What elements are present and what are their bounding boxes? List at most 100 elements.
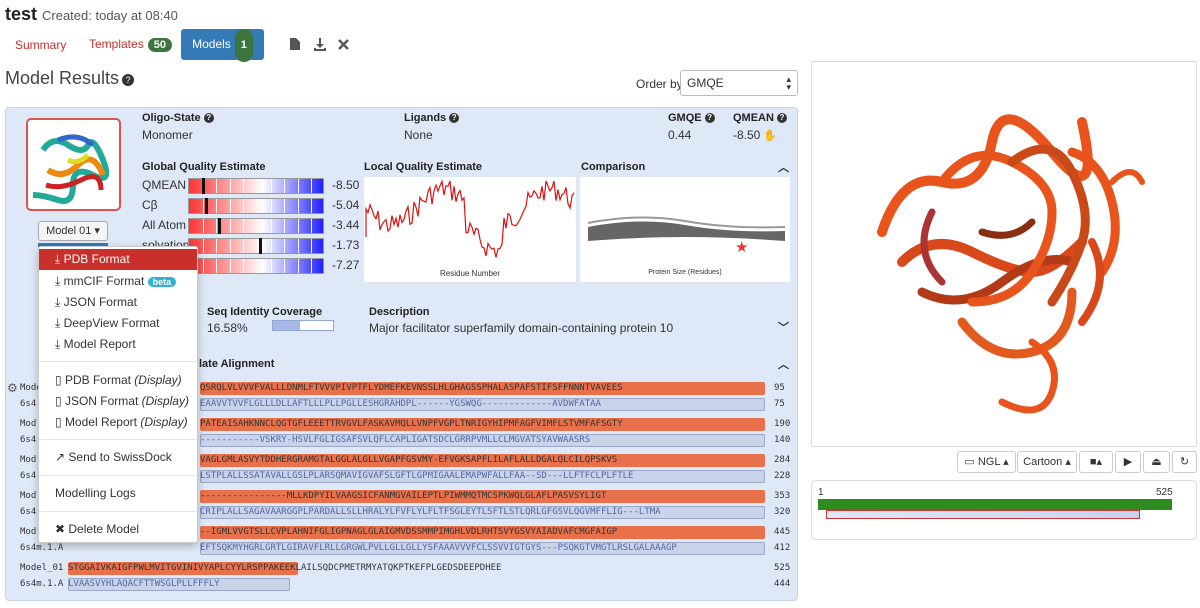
template-segment (200, 542, 765, 555)
menu-pdb-display[interactable]: ▯ PDB Format (Display) (55, 373, 182, 387)
help-icon[interactable]: ? (203, 113, 214, 123)
download-icon: ⤓ (55, 316, 64, 330)
alignment-template-end: 412 (774, 543, 791, 553)
menu-delete-model[interactable]: ✖ Delete Model (55, 522, 140, 536)
alignment-template-end: 140 (774, 435, 791, 445)
menu-send-swissdock[interactable]: ↗ Send to SwissDock (55, 450, 172, 464)
alignment-query-label: Mod (20, 491, 37, 501)
tab-summary[interactable]: Summary (15, 38, 67, 52)
external-link-icon: ↗ (55, 450, 69, 464)
file-icon[interactable] (289, 37, 301, 51)
gmqe-label: GMQE? (668, 112, 715, 124)
menu-report-display[interactable]: ▯ Model Report (Display) (55, 415, 188, 429)
range-end: 525 (1156, 487, 1173, 498)
gq-row-value: -5.04 (332, 198, 360, 212)
gear-icon[interactable]: ⚙ (7, 381, 18, 395)
menu-pdb-format[interactable]: ⤓ PDB Format (39, 249, 197, 270)
query-segment (200, 490, 765, 503)
alignment-query-end: 525 (774, 563, 791, 573)
help-icon[interactable]: ? (776, 113, 787, 123)
gq-bar (188, 218, 324, 234)
help-icon[interactable]: ? (122, 74, 135, 86)
menu-json-format[interactable]: ⤓ JSON Format (55, 295, 137, 309)
local-quality-trace (365, 179, 575, 258)
alignment-template-end: 228 (774, 471, 791, 481)
refresh-icon: ↻ (1179, 456, 1190, 468)
alignment-template-end: 75 (774, 399, 785, 409)
alignment-query-sequence: QSRQLVLVVVFVALLLDNMLFTVVVPIVPTFLYDMEFKEV… (200, 383, 623, 393)
eject-icon: ⏏ (1151, 456, 1162, 468)
gq-row-label: Cβ (142, 198, 158, 212)
order-by-select[interactable]: GMQE ▴ ▾ (680, 70, 798, 96)
menu-modelling-logs[interactable]: Modelling Logs (55, 486, 136, 500)
alignment-query-end: 445 (774, 527, 791, 537)
gq-marker (218, 218, 222, 234)
description-value: Major facilitator superfamily domain-con… (369, 321, 674, 335)
menu-json-display[interactable]: ▯ JSON Format (Display) (55, 394, 189, 408)
global-quality-title: Global Quality Estimate (142, 161, 266, 173)
menu-mmcif-format[interactable]: ⤓ mmCIF Format beta (39, 271, 197, 292)
alignment-template-end: 320 (774, 507, 791, 517)
close-icon[interactable] (338, 39, 349, 50)
expand-icon[interactable]: ﹀ (778, 322, 789, 334)
qmean-label: QMEAN? (733, 112, 787, 124)
help-icon[interactable]: ? (449, 113, 460, 123)
cartoon-button[interactable]: Cartoon ▴ (1017, 451, 1077, 473)
download-icon: ⤓ (55, 295, 64, 309)
camera-icon: ■▴ (1089, 456, 1103, 468)
local-quality-title: Local Quality Estimate (364, 161, 482, 173)
download-icon: ⤓ (55, 274, 64, 288)
model-dropdown-menu: ⤓ PDB Format ⤓ mmCIF Format beta ⤓ JSON … (38, 246, 198, 543)
menu-deepview-format[interactable]: ⤓ DeepView Format (55, 316, 160, 330)
alignment-query-sequence: --IGMLVVGTSLLCVPLAHNIFGLIGPNAGLGLAIGMVDS… (200, 527, 618, 537)
file-icon: ▯ (55, 394, 65, 408)
alignment-query-label: Mod (20, 455, 37, 465)
gq-row-value: -1.73 (332, 238, 360, 252)
order-by-label: Order by: (636, 77, 687, 91)
gq-marker (205, 198, 209, 214)
model-coverage-track[interactable] (818, 499, 1172, 510)
alignment-template-sequence: LSTPLALLSSATAVALLGSLPLARSQMAVIGVAFSLGFTL… (200, 471, 634, 481)
project-title: test (5, 4, 38, 24)
tab-models[interactable]: Models 1 (181, 29, 264, 62)
template-coverage-track[interactable] (826, 510, 1140, 519)
model-select-button[interactable]: Model 01 ▾ (38, 221, 108, 241)
alignment-template-sequence: LVAASVYHLAQACFTTWSGLPLLFFFLY (68, 579, 220, 589)
qmean-value: -8.50 ✋ (733, 128, 778, 142)
query-segment (200, 418, 765, 431)
alignment-template-label: 6s4 (20, 471, 37, 481)
eject-button[interactable]: ⏏ (1143, 451, 1170, 473)
alignment-query-sequence: PATEAISAHKNNCLQGTGFLEEETTRVGVLFASKAVMQLL… (200, 419, 623, 429)
protein-size-label: Protein Size (Residues) (648, 269, 722, 276)
template-segment (200, 434, 765, 447)
play-button[interactable]: ▶ (1115, 451, 1141, 473)
alignment-template-end: 444 (774, 579, 791, 589)
file-icon: ▯ (55, 415, 65, 429)
comparison-title: Comparison (581, 161, 646, 173)
gq-bar (188, 258, 324, 274)
created-text: Created: today at 08:40 (42, 8, 178, 23)
alignment-query-sequence: STGGAIVKAIGFPWLMVITGVINIVYAPLCYYLRSPPAKE… (68, 563, 502, 573)
tab-templates[interactable]: Templates 50 (89, 37, 172, 52)
camera-button[interactable]: ■▴ (1079, 451, 1113, 473)
collapse-icon[interactable]: ︿ (778, 359, 789, 371)
model-thumbnail[interactable] (26, 118, 121, 211)
alignment-query-end: 284 (774, 455, 791, 465)
structure-viewer[interactable] (811, 61, 1197, 447)
alignment-query-end: 95 (774, 383, 785, 393)
query-segment (200, 526, 765, 539)
refresh-button[interactable]: ↻ (1172, 451, 1197, 473)
model-underline (38, 243, 108, 247)
star-icon: ★ (735, 239, 748, 256)
help-icon[interactable]: ? (704, 113, 715, 123)
menu-model-report[interactable]: ⤓ Model Report (55, 337, 136, 351)
seq-identity-value: 16.58% (207, 321, 248, 335)
protein-cartoon-icon (877, 114, 1145, 414)
query-segment (68, 562, 298, 575)
download-icon[interactable] (313, 37, 327, 51)
alignment-template-label: 6s4 (20, 507, 37, 517)
gq-row-label: All Atom (142, 218, 187, 232)
ngl-button[interactable]: ▭ NGL ▴ (957, 451, 1016, 473)
alignment-template-label: 6s4m.1.A (20, 579, 64, 589)
collapse-icon[interactable]: ︿ (778, 162, 789, 174)
